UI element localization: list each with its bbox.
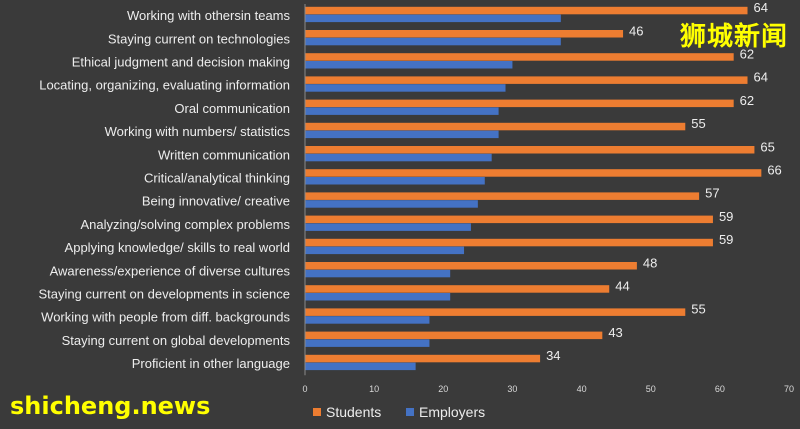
employers-bar [305,339,430,347]
legend-swatch [313,408,321,416]
legend-swatch [406,408,414,416]
employers-bar [305,269,451,278]
students-data-label: 59 [719,232,733,247]
x-tick-label: 10 [369,384,379,394]
watermark-chinese: 狮城新闻 [679,22,788,52]
students-data-label: 66 [767,162,781,177]
students-data-label: 55 [691,302,705,317]
category-label: Applying knowledge/ skills to real world [65,240,290,255]
category-label: Working with numbers/ statistics [105,124,291,139]
students-data-label: 57 [705,186,719,201]
x-tick-label: 70 [784,384,794,394]
category-label: Staying current on technologies [108,31,291,46]
students-bar [305,192,700,200]
students-data-label: 46 [629,23,643,38]
employers-bar [305,107,499,115]
x-tick-label: 50 [646,384,656,394]
students-bar [305,146,755,154]
category-label: Locating, organizing, evaluating informa… [39,78,290,93]
employers-bar [305,177,485,185]
category-label: Working with othersin teams [127,8,291,23]
category-label: Being innovative/ creative [142,194,290,209]
students-bar [305,169,762,177]
students-bar [305,238,713,247]
employers-bar [305,84,506,92]
students-bar [305,122,686,131]
category-label: Ethical judgment and decision making [72,55,290,70]
employers-bar [305,223,471,231]
employers-bar [305,316,430,324]
category-label: Written communication [158,147,290,162]
employers-bar [305,362,416,371]
students-bar [305,354,541,363]
students-data-label: 65 [760,139,774,154]
students-data-label: 34 [546,348,560,363]
category-label: Analyzing/solving complex problems [80,217,290,232]
students-data-label: 64 [754,0,768,15]
students-bar [305,285,610,293]
students-bar [305,30,624,38]
category-label: Staying current on global developments [62,333,291,348]
x-tick-label: 30 [507,384,517,394]
students-data-label: 62 [740,46,754,61]
x-tick-label: 60 [715,384,725,394]
legend-label: Students [326,404,381,420]
category-label: Proficient in other language [132,356,290,371]
students-data-label: 64 [754,70,768,85]
employers-bar [305,14,561,23]
students-bar [305,262,637,270]
category-label: Awareness/experience of diverse cultures [50,263,291,278]
employers-bar [305,130,499,139]
students-data-label: 44 [615,278,629,293]
students-data-label: 59 [719,209,733,224]
category-label: Critical/analytical thinking [144,171,290,186]
employers-bar [305,200,478,208]
category-label: Working with people from diff. backgroun… [41,310,290,325]
x-tick-label: 0 [302,384,307,394]
students-data-label: 48 [643,255,657,270]
legend-label: Employers [419,404,485,420]
students-bar [305,53,734,61]
employers-bar [305,37,561,46]
category-label: Oral communication [174,101,290,116]
employers-bar [305,293,451,301]
students-bar [305,308,686,316]
employers-bar [305,153,492,162]
students-bar [305,76,748,84]
students-data-label: 55 [691,116,705,131]
students-bar [305,215,713,224]
x-tick-label: 20 [438,384,448,394]
employers-bar [305,61,513,69]
students-bar [305,99,734,108]
students-data-label: 43 [608,325,622,340]
students-bar [305,331,603,340]
category-label: Staying current on developments in scien… [39,287,290,302]
x-tick-label: 40 [577,384,587,394]
employers-bar [305,246,465,255]
students-data-label: 62 [740,93,754,108]
watermark-english: shicheng.news [10,392,211,420]
students-bar [305,6,748,15]
